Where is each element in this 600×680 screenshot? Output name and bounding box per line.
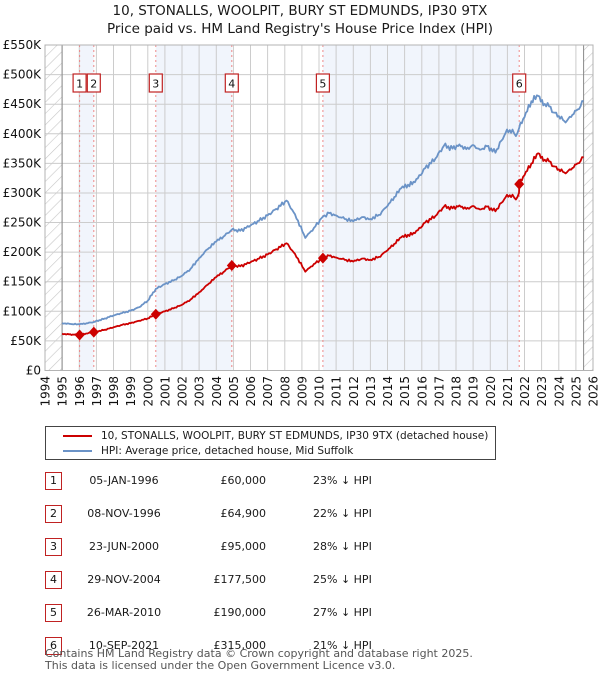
- sale-date: 05-JAN-1996: [89, 474, 159, 487]
- svg-text:2021: 2021: [501, 376, 515, 407]
- svg-text:1: 1: [76, 78, 83, 91]
- svg-text:2013: 2013: [364, 376, 378, 407]
- svg-text:£150K: £150K: [3, 275, 43, 289]
- svg-text:2023: 2023: [535, 376, 549, 407]
- svg-text:2007: 2007: [261, 376, 275, 407]
- svg-text:2012: 2012: [347, 376, 361, 407]
- svg-text:2026: 2026: [587, 376, 600, 407]
- svg-text:2017: 2017: [432, 376, 446, 407]
- svg-text:£350K: £350K: [3, 156, 43, 170]
- svg-text:£100K: £100K: [3, 304, 43, 318]
- svg-text:2009: 2009: [295, 376, 309, 407]
- svg-text:6: 6: [516, 78, 523, 91]
- svg-text:1994: 1994: [39, 376, 53, 407]
- svg-text:2000: 2000: [141, 376, 155, 407]
- svg-text:2014: 2014: [381, 376, 395, 407]
- sale-row-4: 4 29-NOV-2004 £177,500 25% ↓ HPI: [45, 571, 455, 591]
- svg-text:£300K: £300K: [3, 186, 43, 200]
- svg-text:£200K: £200K: [3, 245, 43, 259]
- svg-text:£0: £0: [26, 364, 41, 378]
- sale-price: £177,500: [213, 573, 267, 586]
- license-footer: Contains HM Land Registry data © Crown c…: [45, 648, 585, 671]
- svg-text:2024: 2024: [552, 376, 566, 407]
- price-chart: 1 2 3 4 5 6 £0 £50K £100K £150K £200K £250K £300K £35…: [3, 38, 600, 407]
- footer-line-2: This data is licensed under the Open Gov…: [45, 658, 396, 672]
- sale-number-badge: 1: [45, 472, 62, 490]
- svg-text:2004: 2004: [210, 376, 224, 407]
- sale-row-6: 6 10-SEP-2021 £315,000 21% ↓ HPI: [45, 637, 455, 657]
- sale-price: £64,900: [220, 507, 267, 520]
- svg-text:2003: 2003: [193, 376, 207, 407]
- svg-text:2008: 2008: [278, 376, 292, 407]
- sale-hpi-delta: 25% ↓ HPI: [313, 573, 372, 586]
- legend-line-red: [63, 435, 92, 437]
- svg-text:2: 2: [90, 78, 97, 91]
- svg-text:2022: 2022: [518, 376, 532, 407]
- legend-item-hpi: HPI: Average price, detached house, Mid …: [46, 443, 495, 459]
- sale-date: 08-NOV-1996: [87, 507, 161, 520]
- sale-date: 23-JUN-2000: [88, 540, 160, 553]
- svg-text:2016: 2016: [415, 376, 429, 407]
- sale-date: 10-SEP-2021: [88, 639, 160, 652]
- svg-text:2015: 2015: [398, 376, 412, 407]
- svg-text:1999: 1999: [124, 376, 138, 407]
- svg-text:3: 3: [152, 78, 159, 91]
- sale-hpi-delta: 21% ↓ HPI: [313, 639, 372, 652]
- svg-text:2018: 2018: [450, 376, 464, 407]
- legend-label-hpi: HPI: Average price, detached house, Mid …: [101, 445, 354, 457]
- svg-text:5: 5: [319, 78, 326, 91]
- sale-row-5: 5 26-MAR-2010 £190,000 27% ↓ HPI: [45, 604, 455, 624]
- sale-number-badge: 4: [45, 571, 62, 589]
- sale-hpi-delta: 27% ↓ HPI: [313, 606, 372, 619]
- legend-item-price-paid: 10, STONALLS, WOOLPIT, BURY ST EDMUNDS, …: [46, 428, 495, 444]
- svg-text:1997: 1997: [90, 376, 104, 407]
- svg-text:£400K: £400K: [3, 127, 43, 141]
- sale-hpi-delta: 22% ↓ HPI: [313, 507, 372, 520]
- svg-text:1995: 1995: [56, 376, 70, 407]
- svg-text:2005: 2005: [227, 376, 241, 407]
- svg-text:1998: 1998: [107, 376, 121, 407]
- sale-row-2: 2 08-NOV-1996 £64,900 22% ↓ HPI: [45, 505, 455, 525]
- sale-number-badge: 2: [45, 505, 62, 523]
- sale-number-badge: 6: [45, 637, 62, 655]
- legend-line-blue: [63, 450, 92, 452]
- sale-row-1: 1 05-JAN-1996 £60,000 23% ↓ HPI: [45, 472, 455, 492]
- svg-text:£450K: £450K: [3, 97, 43, 111]
- svg-text:2006: 2006: [244, 376, 258, 407]
- sale-price: £315,000: [213, 639, 267, 652]
- title-address: 10, STONALLS, WOOLPIT, BURY ST EDMUNDS, …: [112, 3, 488, 19]
- svg-text:2019: 2019: [467, 376, 481, 407]
- svg-text:2001: 2001: [158, 376, 172, 407]
- svg-text:£50K: £50K: [10, 334, 42, 348]
- svg-text:£500K: £500K: [3, 68, 43, 82]
- chart-legend: 10, STONALLS, WOOLPIT, BURY ST EDMUNDS, …: [45, 426, 496, 460]
- svg-text:1996: 1996: [73, 376, 87, 407]
- sale-hpi-delta: 28% ↓ HPI: [313, 540, 372, 553]
- svg-text:£550K: £550K: [3, 38, 43, 52]
- sale-date: 29-NOV-2004: [87, 573, 161, 586]
- svg-text:2020: 2020: [484, 376, 498, 407]
- sale-number-badge: 3: [45, 538, 62, 556]
- sale-hpi-delta: 23% ↓ HPI: [313, 474, 372, 487]
- svg-text:2010: 2010: [313, 376, 327, 407]
- svg-text:2002: 2002: [176, 376, 190, 407]
- legend-label-price-paid: 10, STONALLS, WOOLPIT, BURY ST EDMUNDS, …: [101, 430, 489, 442]
- sale-number-badge: 5: [45, 604, 62, 622]
- sale-price: £60,000: [220, 474, 267, 487]
- svg-text:£250K: £250K: [3, 216, 43, 230]
- svg-text:4: 4: [228, 78, 235, 91]
- svg-text:2025: 2025: [569, 376, 583, 407]
- sale-date: 26-MAR-2010: [86, 606, 162, 619]
- sale-price: £190,000: [213, 606, 267, 619]
- sale-row-3: 3 23-JUN-2000 £95,000 28% ↓ HPI: [45, 538, 455, 558]
- svg-text:2011: 2011: [330, 376, 344, 407]
- sale-price: £95,000: [220, 540, 267, 553]
- page-title: 10, STONALLS, WOOLPIT, BURY ST EDMUNDS, …: [0, 3, 600, 38]
- title-subtitle: Price paid vs. HM Land Registry's House …: [107, 20, 493, 37]
- footer-line-1: Contains HM Land Registry data © Crown c…: [45, 647, 473, 660]
